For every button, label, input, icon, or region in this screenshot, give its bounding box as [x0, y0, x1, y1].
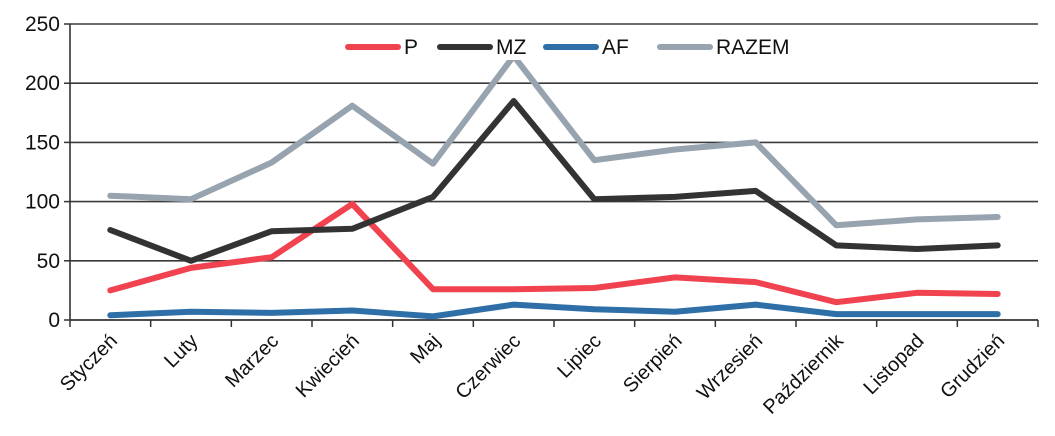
- y-tick-label: 250: [25, 13, 60, 36]
- y-tick-label: 50: [37, 250, 60, 273]
- y-tick-label: 0: [48, 309, 60, 332]
- y-tick-label: 150: [25, 131, 60, 154]
- legend-item-p: P: [344, 34, 426, 60]
- legend-item-razem: RAZEM: [656, 34, 794, 60]
- y-tick-label: 200: [25, 72, 60, 95]
- legend-label: P: [404, 36, 418, 59]
- legend-label: RAZEM: [716, 36, 790, 59]
- legend-label: MZ: [496, 36, 526, 59]
- x-axis: Styczeń Luty Marzec Kwiecień Maj Czerwiec Lipi…: [56, 319, 1039, 419]
- x-tick-label: Kwiecień: [292, 330, 364, 402]
- x-tick-label: Marzec: [221, 330, 283, 392]
- series-line-mz: [107, 98, 1001, 264]
- legend: P MZ AF RAZEM: [344, 34, 794, 60]
- x-tick-label: Październik: [759, 329, 848, 418]
- x-tick-label: Wrzesień: [693, 330, 767, 404]
- legend-item-mz: MZ: [436, 34, 532, 60]
- x-tick-label: Styczeń: [56, 330, 122, 396]
- x-tick-label: Luty: [160, 330, 202, 372]
- legend-label: AF: [602, 36, 629, 59]
- x-tick-label: Listopad: [860, 330, 929, 399]
- x-tick-label: Sierpień: [619, 330, 686, 397]
- series-line-p: [107, 201, 1001, 306]
- x-tick-label: Grudzień: [936, 330, 1009, 403]
- y-axis: 0 50 100 150 200 250: [25, 13, 71, 332]
- series-line-razem: [107, 53, 1001, 229]
- legend-item-af: AF: [542, 34, 638, 60]
- series-line-af: [107, 301, 1001, 320]
- x-tick-label: Maj: [406, 330, 444, 368]
- y-tick-label: 100: [25, 191, 60, 214]
- x-tick-label: Lipiec: [553, 330, 606, 383]
- x-tick-label: Czerwiec: [451, 330, 525, 404]
- gridlines: [70, 23, 1038, 262]
- series-lines: [107, 53, 1001, 320]
